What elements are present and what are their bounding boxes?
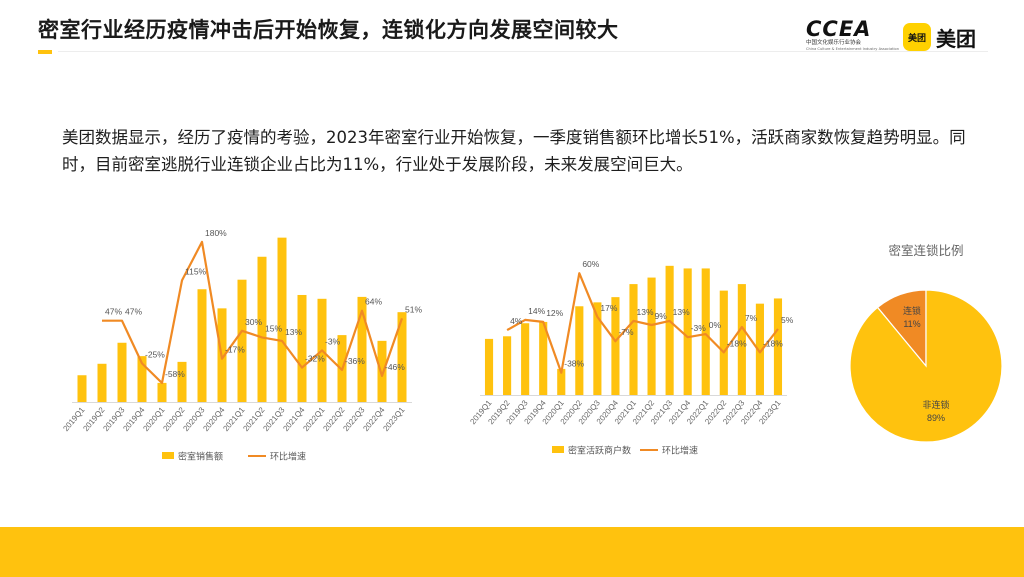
data-label: 17% — [600, 303, 617, 313]
data-label: -17% — [225, 345, 245, 355]
data-label: 13% — [285, 327, 302, 337]
ccea-logo: CCEA 中国文化娱乐行业协会 China Culture & Entertai… — [806, 17, 900, 62]
ccea-logo-subtitle: 中国文化娱乐行业协会 — [806, 40, 862, 46]
bar — [719, 290, 728, 395]
footer-band — [0, 527, 1024, 577]
data-label: 47% — [105, 307, 122, 317]
data-label: -25% — [145, 349, 165, 359]
data-label: 64% — [365, 297, 382, 307]
bar — [277, 237, 287, 402]
bar — [157, 382, 167, 402]
meituan-badge-icon: 美团 — [903, 23, 931, 51]
data-label: -3% — [325, 336, 341, 346]
legend-label: 环比增速 — [662, 445, 698, 456]
bar — [177, 361, 187, 402]
legend-swatch-bar — [552, 446, 564, 453]
bar — [647, 277, 656, 395]
data-label: 7% — [745, 313, 758, 323]
data-label: 0% — [709, 320, 722, 330]
bar — [377, 340, 387, 402]
bar — [611, 297, 620, 395]
data-label: 115% — [185, 266, 207, 276]
bar — [773, 298, 783, 395]
bar — [701, 268, 710, 395]
bar — [97, 363, 107, 402]
data-label: -46% — [385, 362, 405, 372]
data-label: 15% — [265, 323, 282, 333]
bar — [557, 368, 566, 395]
data-label: 13% — [637, 307, 654, 317]
bar — [539, 321, 548, 395]
bar — [117, 342, 127, 402]
bar — [629, 284, 638, 395]
meituan-logo-text: 美团 — [936, 26, 976, 51]
pie-slice-value: 11% — [903, 319, 920, 329]
bar — [484, 338, 494, 395]
data-label: 47% — [125, 307, 142, 317]
bar — [665, 265, 674, 395]
title-accent-bar — [38, 50, 52, 54]
meituan-logo: 美团 美团 — [903, 22, 976, 52]
data-label: 60% — [582, 259, 599, 269]
bar — [137, 356, 147, 402]
data-label: 12% — [546, 308, 563, 318]
series-line — [102, 240, 404, 385]
bar — [297, 294, 307, 402]
bar — [77, 375, 87, 402]
legend-label: 密室销售额 — [178, 451, 223, 462]
data-label: 51% — [405, 304, 422, 314]
pie-slice-value: 89% — [927, 413, 945, 423]
data-label: -7% — [618, 327, 634, 337]
bar — [197, 289, 207, 402]
data-label: -3% — [691, 323, 707, 333]
pie-title: 密室连锁比例 — [888, 243, 963, 258]
data-label: 180% — [205, 228, 227, 238]
bar — [593, 302, 602, 395]
data-label: 4% — [510, 316, 523, 326]
data-label: -32% — [305, 354, 325, 364]
bar — [503, 336, 512, 395]
description-text: 美团数据显示，经历了疫情的考验，2023年密室行业开始恢复，一季度销售额环比增长… — [62, 128, 966, 174]
data-label: 30% — [245, 317, 262, 327]
series-line — [506, 272, 779, 374]
ccea-logo-text: CCEA — [806, 17, 872, 41]
pie-slice-label: 连锁 — [903, 305, 921, 317]
legend-label: 密室活跃商户数 — [568, 445, 631, 456]
data-label: -38% — [564, 359, 584, 369]
pie-slice-label: 非连锁 — [922, 399, 949, 411]
data-label: -58% — [165, 369, 185, 379]
data-label: -18% — [727, 338, 747, 348]
bar — [755, 303, 764, 395]
bar — [257, 256, 267, 402]
bar — [357, 296, 367, 402]
legend-swatch-bar — [162, 452, 174, 459]
bar — [575, 306, 584, 395]
data-label: -18% — [763, 338, 783, 348]
pie-slice — [849, 289, 1003, 443]
legend-label: 环比增速 — [270, 451, 306, 462]
page-title: 密室行业经历疫情冲击后开始恢复，连锁化方向发展空间较大 — [38, 18, 619, 42]
data-label: -36% — [345, 356, 365, 366]
bar — [683, 268, 692, 395]
bar — [397, 312, 407, 402]
data-label: 9% — [655, 311, 668, 321]
data-label: 13% — [673, 307, 690, 317]
bar — [737, 284, 746, 395]
bar — [521, 323, 530, 395]
ccea-logo-subtitle-en: China Culture & Entertainment Industry A… — [806, 47, 900, 51]
bar — [237, 279, 247, 402]
header-divider — [58, 51, 988, 52]
data-label: 14% — [528, 306, 545, 316]
data-label: 5% — [781, 315, 794, 325]
